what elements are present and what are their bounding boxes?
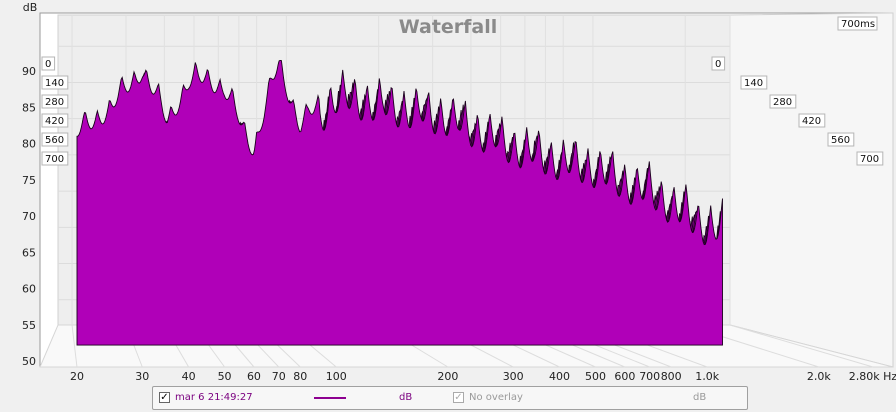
time-tick-left-text: 0 — [45, 59, 51, 70]
time-tick-right-text: 560 — [831, 135, 850, 146]
time-tick-left-box — [41, 132, 69, 147]
time-tick-right: 420 — [798, 113, 826, 128]
y-tick-label: 90 — [22, 65, 36, 78]
y-tick-label: 85 — [22, 101, 36, 114]
x-tick-label: 300 — [503, 370, 524, 380]
time-span-label: 700ms — [837, 16, 878, 31]
time-tick-right-text: 0 — [715, 59, 721, 70]
legend-bar: ✓ mar 6 21:49:27 dB ✓ No overlay dB — [152, 386, 748, 410]
time-tick-left-text: 700 — [45, 154, 64, 165]
time-tick-right-text: 420 — [802, 116, 821, 127]
time-tick-left: 560 — [41, 132, 69, 147]
series-line-swatch — [314, 397, 346, 399]
floor-line — [729, 324, 874, 368]
y-tick-label: 75 — [22, 174, 36, 187]
time-tick-right-text: 700 — [860, 154, 879, 165]
series-label: mar 6 21:49:27 — [175, 392, 253, 403]
time-tick-left-box — [41, 56, 56, 71]
time-tick-left-text: 140 — [45, 78, 64, 89]
overlay-label: No overlay — [469, 392, 523, 403]
x-tick-label: 100 — [326, 370, 347, 380]
x-tick-label: 80 — [293, 370, 307, 380]
time-span-label-text: 700ms — [841, 19, 875, 30]
time-tick-left: 0 — [41, 56, 56, 71]
time-tick-left-box — [41, 151, 69, 166]
x-tick-label: 600 — [614, 370, 635, 380]
x-tick-label: 60 — [247, 370, 261, 380]
x-tick-label: 2,80k Hz — [849, 370, 896, 380]
time-tick-left: 420 — [41, 113, 69, 128]
y-unit-label: dB — [23, 1, 38, 14]
time-tick-right-box — [711, 56, 726, 71]
time-tick-left-box — [41, 75, 69, 90]
time-tick-right-box — [798, 113, 826, 128]
y-tick-label: 65 — [22, 246, 36, 259]
y-tick-label: 55 — [22, 319, 36, 332]
series-unit: dB — [399, 392, 413, 403]
time-tick-left-box — [41, 94, 69, 109]
x-tick-label: 700 — [639, 370, 660, 380]
waterfall-slice — [76, 59, 723, 346]
time-tick-right: 700 — [856, 151, 884, 166]
x-tick-label: 800 — [661, 370, 682, 380]
time-span-label-box — [837, 16, 878, 31]
time-tick-right-text: 140 — [744, 78, 763, 89]
x-tick-label: 70 — [272, 370, 286, 380]
time-tick-left-text: 420 — [45, 116, 64, 127]
x-tick-label: 20 — [70, 370, 84, 380]
time-tick-right: 280 — [769, 94, 797, 109]
series-checkbox[interactable]: ✓ — [159, 392, 170, 403]
waterfall-chart: Waterfall dB 50 55 60 65 70 75 80 85 90 20 30 40 50 60 7… — [22, 1, 896, 380]
side-plane — [729, 12, 894, 368]
y-tick-label: 70 — [22, 210, 36, 223]
y-tick-label: 80 — [22, 138, 36, 151]
x-tick-label: 30 — [135, 370, 149, 380]
time-tick-right: 140 — [740, 75, 768, 90]
time-tick-left: 140 — [41, 75, 69, 90]
time-tick-left-box — [41, 113, 69, 128]
overlay-checkbox[interactable]: ✓ — [453, 392, 464, 403]
y-tick-label: 50 — [22, 355, 36, 368]
floor-line — [71, 324, 78, 368]
overlay-unit: dB — [693, 392, 707, 403]
x-tick-label: 200 — [437, 370, 458, 380]
time-tick-right-box — [740, 75, 768, 90]
time-tick-right-box — [769, 94, 797, 109]
time-tick-right-box — [856, 151, 884, 166]
x-tick-label: 1,0k — [695, 370, 719, 380]
x-tick-label: 500 — [585, 370, 606, 380]
time-tick-right-box — [827, 132, 855, 147]
x-tick-label: 40 — [182, 370, 196, 380]
x-tick-label: 400 — [549, 370, 570, 380]
x-tick-label: 50 — [218, 370, 232, 380]
time-tick-right-text: 280 — [773, 97, 792, 108]
time-tick-right: 0 — [711, 56, 726, 71]
x-tick-label: 2,0k — [807, 370, 831, 380]
chart-title: Waterfall — [399, 16, 498, 38]
time-tick-left-text: 560 — [45, 135, 64, 146]
time-tick-right: 560 — [827, 132, 855, 147]
y-tick-label: 60 — [22, 283, 36, 296]
time-tick-left: 700 — [41, 151, 69, 166]
time-tick-left-text: 280 — [45, 97, 64, 108]
time-tick-left: 280 — [41, 94, 69, 109]
